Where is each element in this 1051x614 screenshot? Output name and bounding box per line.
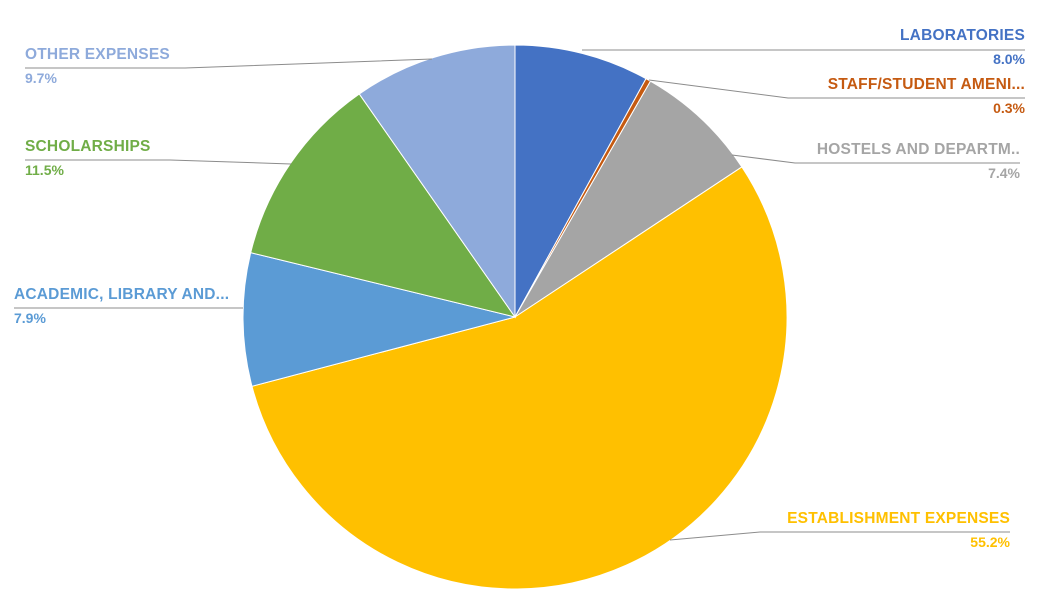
pie-slice-0 [514,44,647,318]
leader-line-5 [25,159,292,165]
pie-slice-2 [514,80,743,318]
pie-slice-3 [251,166,788,590]
leader-line-2 [731,154,1020,164]
pie-slice-6 [358,44,516,319]
leader-line-3 [669,531,1010,541]
leader-line-1 [648,79,1025,99]
leader-line-6 [25,58,433,69]
pie-slice-5 [250,93,517,318]
pie-slice-4 [242,252,516,387]
